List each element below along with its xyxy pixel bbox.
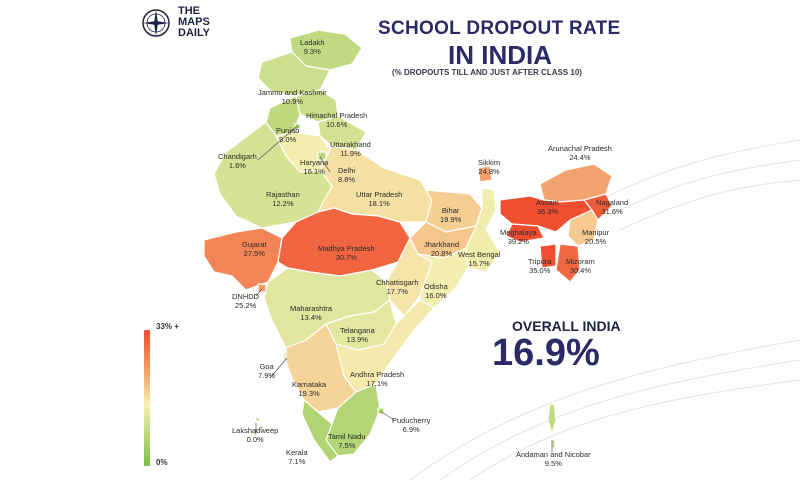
label-himachal-pradesh: Himachal Pradesh 10.6% [306,111,368,129]
label-jammu-and-kashmir: Jammu and Kashmir 10.9% [258,88,327,106]
label-sikkim: Sikkim 24.8% [478,158,501,176]
label-tamil-nadu: Tamil Nadu 7.5% [328,432,366,450]
label-lakshadweep: Lakshadweep 0.0% [232,426,279,444]
label-madhya-pradesh: Madhya Pradesh 30.7% [318,244,375,262]
region-mizoram[interactable] [555,243,581,283]
region-odisha[interactable] [417,247,469,309]
label-karnataka: Karnataka 19.3% [292,380,327,398]
label-meghalaya: Meghalaya 39.2% [500,228,537,246]
label-bihar: Bihar 19.9% [440,206,462,224]
label-andaman-and-nicobar: Andaman and Nicobar 9.5% [516,450,591,468]
label-chandigarh: Chandigarh 1.6% [218,152,257,170]
label-goa: Goa 7.9% [258,362,276,380]
region-kerala[interactable] [301,399,339,463]
brand-line-3: DAILY [178,27,210,39]
label-uttar-pradesh: Uttar Pradesh 18.1% [356,190,403,208]
label-maharashtra: Maharashtra 13.4% [290,304,333,322]
label-punjab: Punjab 9.0% [276,126,300,144]
label-dnhdd: DNHDD 25.2% [232,292,260,310]
compass-icon [142,8,170,37]
label-nagaland: Nagaland 31.6% [596,198,629,216]
label-gujarat: Gujarat 27.5% [242,240,267,258]
label-telangana: Telangana 13.9% [340,326,375,344]
label-mizoram: Mizoram 30.4% [566,257,595,275]
region-chandigarh[interactable] [294,123,301,130]
region-tripura[interactable] [539,243,557,269]
region-sikkim[interactable] [477,165,493,183]
label-tripura: Tripura 35.0% [528,257,552,275]
legend-top-label: 33% + [156,322,179,331]
page-title-line-1: SCHOOL DROPOUT RATE [378,18,621,39]
page-subtitle: (% DROPOUTS TILL AND JUST AFTER CLASS 10… [392,68,582,77]
label-ladakh: Ladakh 9.3% [300,38,325,56]
legend-bottom-label: 0% [156,458,168,467]
label-haryana: Haryana 16.1% [300,158,329,176]
label-manipur: Manipur 20.5% [582,228,610,246]
label-puducherry: Puducherry 6.9% [392,416,431,434]
label-rajasthan: Rajasthan 12.2% [266,190,300,208]
label-arunachal-pradesh: Arunachal Pradesh 24.4% [548,144,612,162]
page-title-line-2: IN INDIA [448,40,552,70]
brand-line-2: MAPS [178,16,210,28]
region-dnhdd[interactable] [257,283,267,293]
overall-value: 16.9% [492,332,600,374]
label-chhattisgarh: Chhattisgarh 17.7% [376,278,419,296]
region-west-bengal[interactable] [465,187,501,273]
label-assam: Assam 36.3% [536,198,559,216]
label-jharkhand: Jharkhand 20.8% [424,240,460,258]
label-uttarakhand: Uttarakhand 11.9% [330,140,371,158]
brand-name: THE MAPS DAILY [178,6,210,39]
label-delhi: Delhi 8.8% [338,166,356,184]
region-meghalaya[interactable] [505,223,545,243]
label-west-bengal: West Bengal 15.7% [458,250,501,268]
brand-logo: THE MAPS DAILY [140,6,210,39]
label-kerala: Kerala 7.1% [286,448,308,466]
background-swirl [409,139,800,480]
label-andhra-pradesh: Andhra Pradesh 17.1% [350,370,405,388]
brand-line-1: THE [178,5,200,17]
overall-label: OVERALL INDIA [512,318,621,334]
region-manipur[interactable] [567,209,599,247]
label-odisha: Odisha 16.0% [424,282,448,300]
legend-color-scale [144,330,150,466]
leader-lines [255,126,553,452]
